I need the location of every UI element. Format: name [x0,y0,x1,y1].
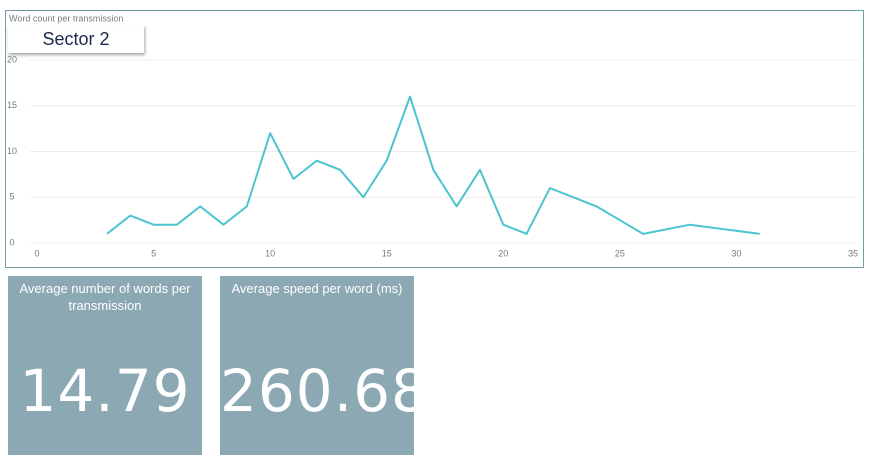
chart-title: Word count per transmission [9,13,123,23]
y-tick-label: 20 [7,54,17,64]
x-tick-label: 30 [731,248,741,258]
x-tick-label: 15 [382,248,392,258]
y-tick-label: 5 [9,192,14,202]
x-tick-label: 20 [498,248,508,258]
kpi-card: Average speed per word (ms) 260.68 [220,276,429,455]
line [106,95,760,235]
sector-label: Sector 2 [8,25,144,53]
x-tick-label: 35 [848,248,858,258]
y-tick-label: 15 [7,100,17,110]
chart-frame [5,10,864,268]
y-tick-label: 10 [7,146,17,156]
x-tick-label: 25 [615,248,625,258]
y-tick-label: 0 [9,237,14,247]
x-tick-label: 10 [265,248,275,258]
kpi-card: Average number of words per transmission… [8,276,202,455]
x-tick-label: 5 [151,248,156,258]
x-tick-label: 0 [34,248,39,258]
card-value: 260.68 [220,357,429,425]
card-title: Average number of words per transmission [19,281,191,313]
card-title: Average speed per word (ms) [231,281,403,296]
card-value: 14.79 [19,357,191,425]
